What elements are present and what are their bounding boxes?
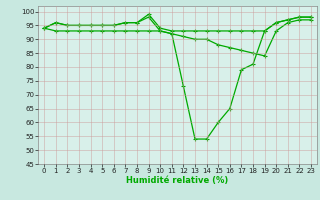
X-axis label: Humidité relative (%): Humidité relative (%)	[126, 176, 229, 185]
